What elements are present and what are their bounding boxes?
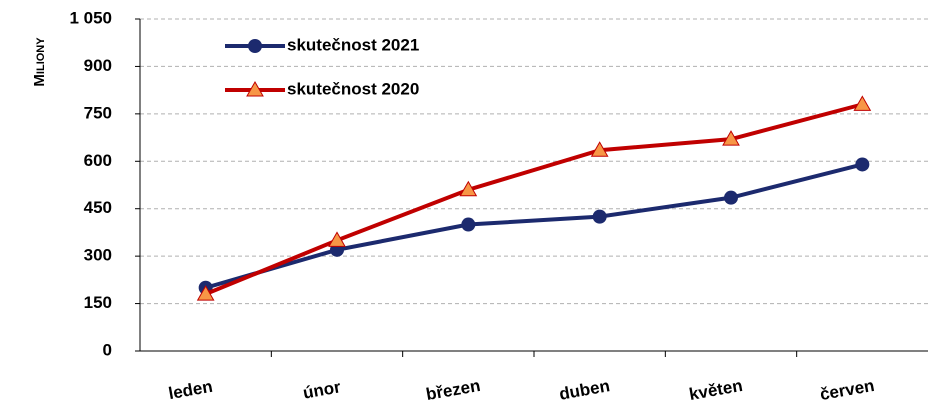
marker <box>853 95 872 111</box>
x-tick-label: únor <box>302 377 343 402</box>
x-tick-label: duben <box>558 376 612 404</box>
x-tick-label: červen <box>819 376 876 404</box>
y-tick-label: 900 <box>84 56 112 75</box>
marker <box>855 157 870 172</box>
x-tick-label: leden <box>167 377 214 403</box>
y-tick-label: 300 <box>84 246 112 265</box>
y-axis-label: Miliony <box>31 37 48 87</box>
x-tick-label: květen <box>688 376 744 404</box>
legend-label: skutečnost 2020 <box>287 79 419 98</box>
x-tick-label: březen <box>425 376 482 404</box>
marker <box>196 285 215 301</box>
y-tick-label: 600 <box>84 151 112 170</box>
series-line <box>204 102 863 296</box>
marker <box>461 217 476 232</box>
legend-marker <box>246 80 264 97</box>
marker <box>590 141 609 157</box>
marker <box>459 180 478 197</box>
series-line <box>205 162 863 290</box>
y-tick-label: 0 <box>103 340 112 359</box>
marker <box>724 190 738 205</box>
marker <box>328 231 346 247</box>
marker <box>592 209 607 224</box>
y-tick-label: 150 <box>84 293 112 312</box>
y-tick-label: 750 <box>84 103 112 122</box>
legend-marker <box>248 39 262 53</box>
y-tick-label: 450 <box>84 198 112 217</box>
marker <box>722 130 740 146</box>
y-tick-label: 1 050 <box>69 8 112 27</box>
legend-label: skutečnost 2021 <box>287 35 419 54</box>
